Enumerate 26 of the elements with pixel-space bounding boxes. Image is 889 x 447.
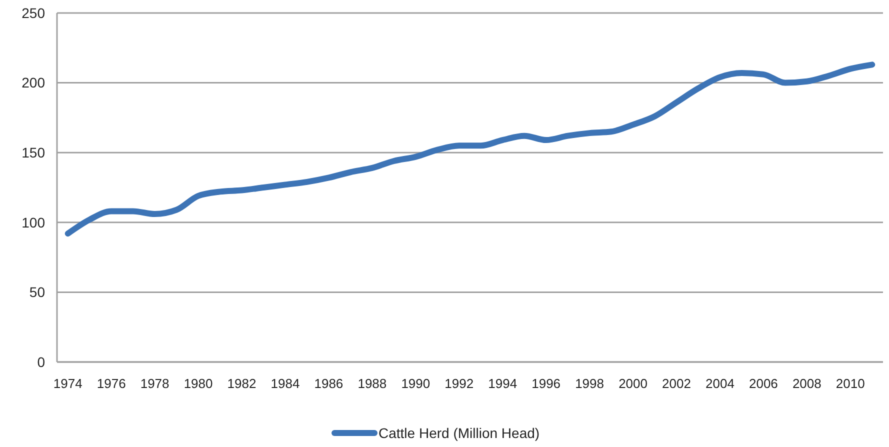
x-tick-label: 1992 [444,376,474,391]
y-tick-label: 200 [22,74,46,91]
y-tick-label: 50 [29,284,46,300]
x-tick-label: 1994 [488,376,518,391]
x-tick-label: 2010 [836,376,865,391]
legend-label: Cattle Herd (Million Head) [378,424,540,441]
x-tick-label: 1978 [140,376,170,391]
x-tick-label: 2000 [618,376,648,391]
x-tick-label: 1998 [575,376,604,391]
x-tick-label: 2002 [662,376,691,391]
y-tick-label: 100 [22,214,46,230]
x-tick-label: 2004 [706,376,734,391]
x-tick-label: 2006 [748,376,778,391]
x-tick-label: 1976 [96,376,126,391]
x-tick-label: 2008 [792,376,822,391]
x-tick-label: 1996 [532,376,561,391]
x-tick-label: 1990 [401,376,430,391]
y-tick-label: 250 [22,4,46,21]
x-tick-label: 1986 [314,376,344,391]
y-tick-label: 0 [37,354,46,370]
x-tick-label: 1980 [184,376,213,391]
y-tick-label: 150 [22,144,46,160]
x-tick-label: 1974 [53,376,82,391]
x-tick-label: 1984 [270,376,300,391]
x-tick-label: 1982 [227,376,256,391]
x-tick-label: 1988 [358,376,387,391]
